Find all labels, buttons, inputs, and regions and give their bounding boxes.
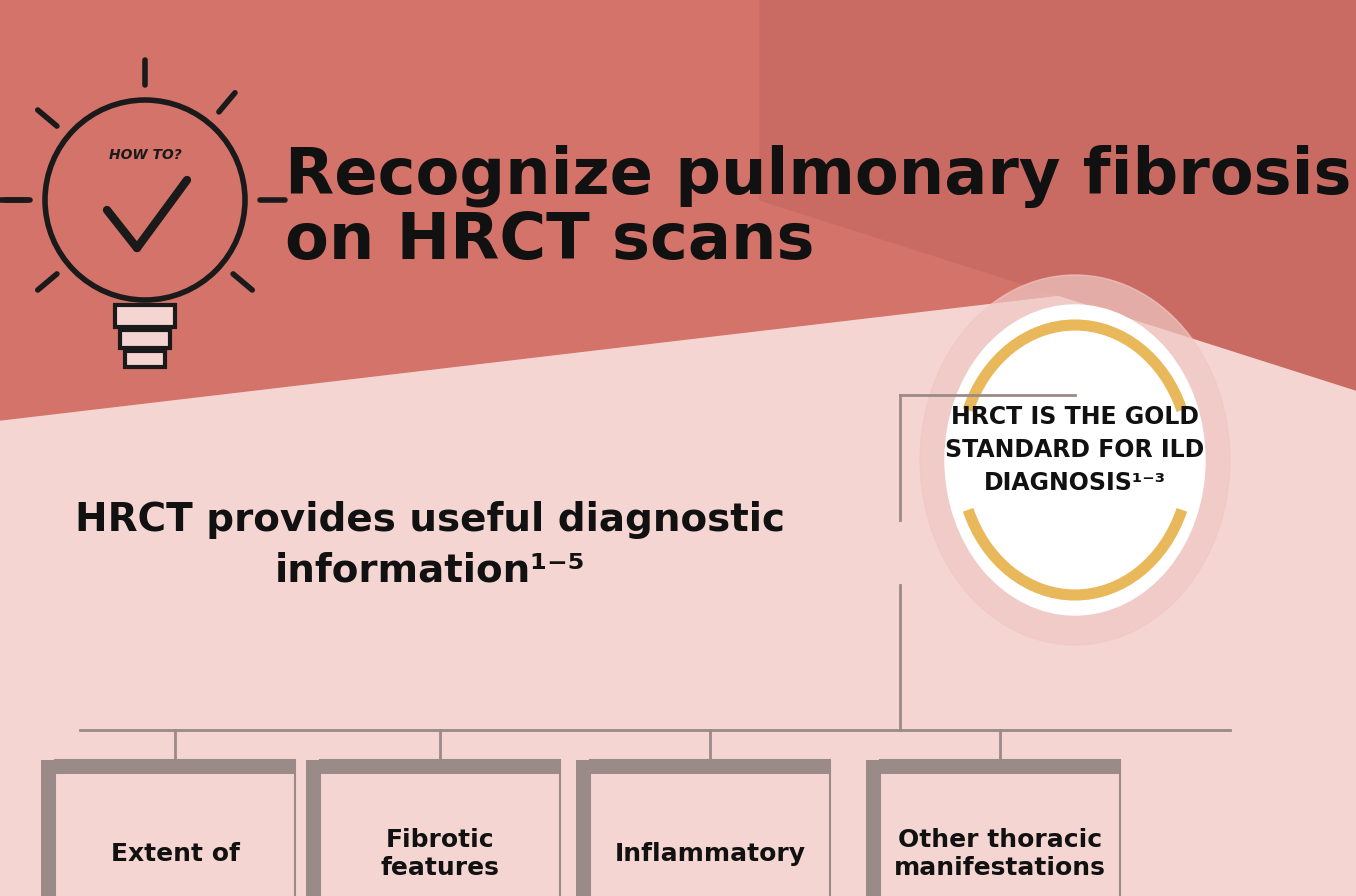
- Circle shape: [50, 105, 240, 295]
- Bar: [576, 760, 590, 896]
- Circle shape: [45, 100, 245, 300]
- Bar: [880, 760, 1120, 774]
- Text: Fibrotic
features: Fibrotic features: [381, 828, 499, 880]
- Bar: [56, 760, 296, 774]
- Text: Other thoracic
manifestations: Other thoracic manifestations: [894, 828, 1106, 880]
- Bar: [880, 760, 1120, 896]
- Ellipse shape: [919, 275, 1230, 645]
- Bar: [320, 760, 560, 896]
- Text: HRCT IS THE GOLD
STANDARD FOR ILD
DIAGNOSIS¹⁻³: HRCT IS THE GOLD STANDARD FOR ILD DIAGNO…: [945, 404, 1204, 495]
- Ellipse shape: [945, 305, 1205, 615]
- Text: HOW TO?: HOW TO?: [108, 148, 182, 162]
- Bar: [866, 760, 880, 896]
- Text: information¹⁻⁵: information¹⁻⁵: [275, 551, 586, 589]
- Polygon shape: [0, 0, 1356, 420]
- Bar: [590, 760, 830, 896]
- Bar: [119, 330, 170, 348]
- Bar: [56, 760, 296, 896]
- Text: Recognize pulmonary fibrosis: Recognize pulmonary fibrosis: [285, 145, 1352, 208]
- Bar: [125, 351, 165, 367]
- Text: Extent of: Extent of: [111, 842, 240, 866]
- Text: on HRCT scans: on HRCT scans: [285, 210, 815, 272]
- Bar: [115, 305, 175, 327]
- Polygon shape: [759, 0, 1356, 390]
- Bar: [320, 760, 560, 774]
- Text: HRCT provides useful diagnostic: HRCT provides useful diagnostic: [75, 501, 785, 539]
- Text: Inflammatory: Inflammatory: [614, 842, 805, 866]
- Bar: [590, 760, 830, 774]
- Bar: [41, 760, 56, 896]
- Bar: [306, 760, 320, 896]
